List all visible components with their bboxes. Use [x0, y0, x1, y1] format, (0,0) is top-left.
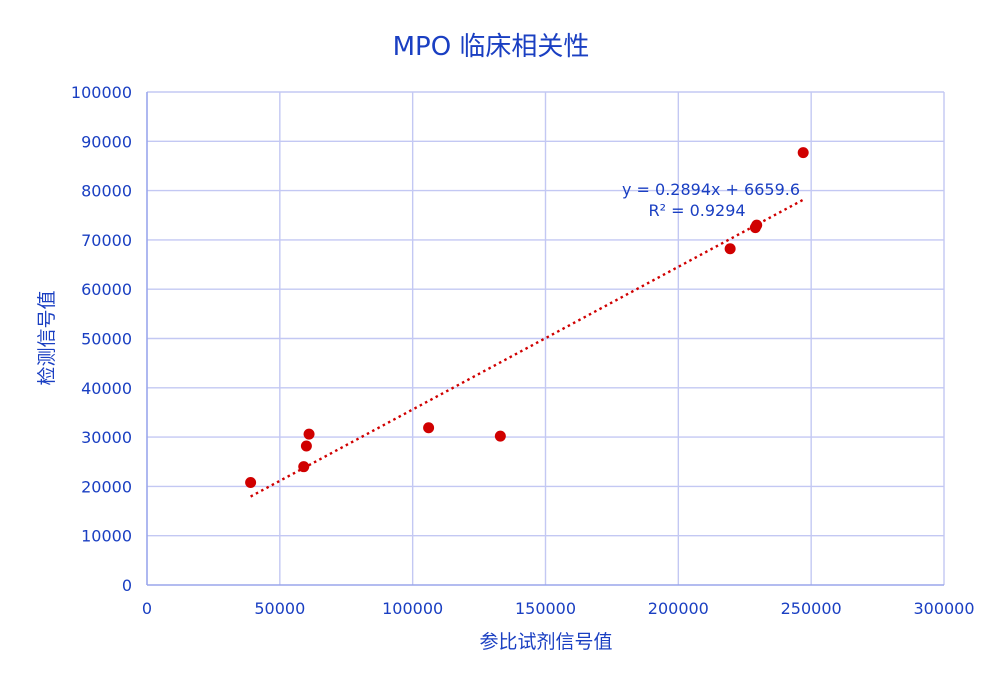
x-tick-label: 250000: [781, 599, 842, 618]
x-tick-label: 100000: [382, 599, 443, 618]
axes: [146, 92, 944, 586]
y-tick-label: 50000: [81, 330, 132, 349]
y-tick-label: 90000: [81, 132, 132, 151]
data-point: [751, 219, 763, 231]
trendline-equation: y = 0.2894x + 6659.6: [622, 180, 800, 199]
data-point: [245, 476, 257, 488]
data-point: [494, 430, 506, 442]
data-point: [797, 147, 809, 159]
x-tick-label: 50000: [254, 599, 305, 618]
data-point: [303, 428, 315, 440]
data-point: [300, 440, 312, 452]
tick-labels: 0 10000 20000 30000 40000 50000 60000 70000 8000…: [71, 83, 975, 618]
x-axis-label: 参比试剂信号值: [479, 631, 612, 653]
x-tick-label: 200000: [648, 599, 709, 618]
y-tick-label: 60000: [81, 280, 132, 299]
y-tick-label: 70000: [81, 231, 132, 250]
data-points: [245, 147, 809, 488]
y-tick-label: 40000: [81, 379, 132, 398]
y-tick-label: 0: [122, 576, 132, 595]
data-point: [724, 243, 736, 255]
trendline-group: [250, 198, 804, 498]
grid: [147, 91, 945, 585]
y-tick-label: 10000: [81, 527, 132, 546]
y-tick-label: 100000: [71, 83, 132, 102]
x-tick-label: 150000: [515, 599, 576, 618]
y-tick-label: 30000: [81, 428, 132, 447]
data-point: [298, 461, 310, 473]
y-axis-label: 检测信号值: [36, 290, 58, 385]
x-tick-label: 0: [142, 599, 152, 618]
y-tick-label: 20000: [81, 477, 132, 496]
x-tick-label: 300000: [913, 599, 974, 618]
trendline-r-squared: R² = 0.9294: [648, 201, 745, 220]
data-point: [423, 422, 435, 434]
trendline: [250, 198, 804, 498]
chart-title: MPO 临床相关性: [393, 32, 590, 62]
y-tick-label: 80000: [81, 182, 132, 201]
